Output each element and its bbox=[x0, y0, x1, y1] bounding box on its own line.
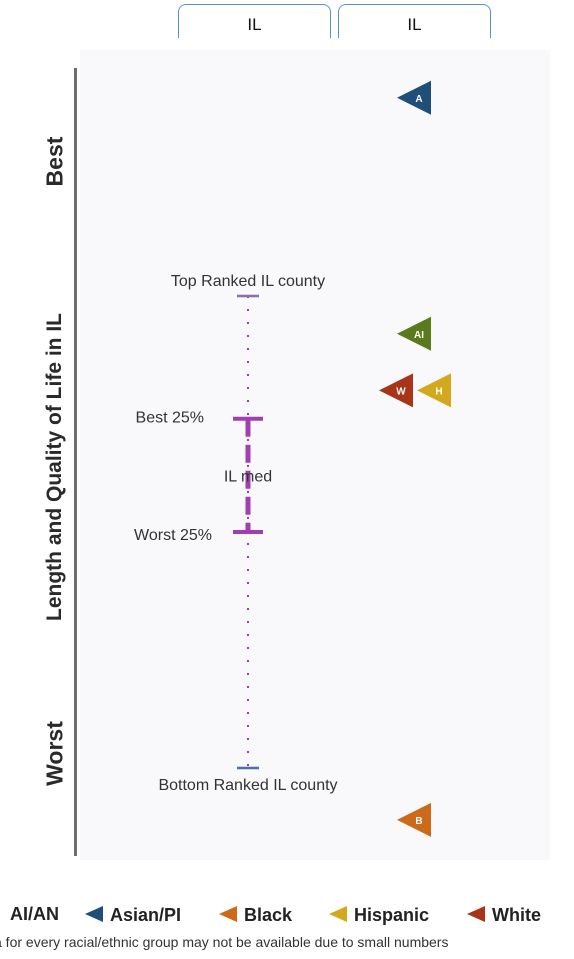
legend-item-ai-an: AI/AN bbox=[10, 904, 59, 925]
triangle-left-icon bbox=[219, 906, 237, 922]
legend-label: Black bbox=[244, 905, 293, 925]
marker-triangle bbox=[417, 373, 451, 408]
marker-triangle bbox=[397, 80, 431, 115]
group-markers: A AI H W B bbox=[379, 80, 451, 837]
bottom-ranked-label: Bottom Ranked IL county bbox=[158, 777, 337, 794]
reference-range: Top Ranked IL county Best 25% IL med Worst … bbox=[134, 273, 337, 794]
marker-label: B bbox=[415, 816, 422, 827]
worst25-label: Worst 25% bbox=[134, 527, 212, 544]
marker-w: W bbox=[379, 373, 413, 408]
marker-h: H bbox=[417, 373, 451, 408]
legend-label: Asian/PI bbox=[110, 905, 182, 925]
marker-label: AI bbox=[414, 330, 424, 341]
marker-triangle bbox=[397, 802, 431, 837]
plot-area bbox=[80, 50, 550, 860]
legend-item-asian-pi: Asian/PI bbox=[84, 904, 181, 926]
marker-triangle bbox=[379, 373, 413, 408]
top-ranked-label: Top Ranked IL county bbox=[171, 273, 325, 290]
tab-il-right[interactable]: IL bbox=[338, 4, 491, 38]
marker-a: A bbox=[397, 80, 431, 115]
legend-label: Hispanic bbox=[354, 905, 430, 925]
marker-label: W bbox=[396, 386, 406, 397]
marker-ai: AI bbox=[397, 316, 431, 351]
triangle-left-icon bbox=[329, 906, 347, 922]
legend-label: AI/AN bbox=[10, 904, 59, 924]
triangle-left-icon bbox=[85, 906, 103, 922]
legend-label: White bbox=[492, 905, 541, 925]
tab-il-left[interactable]: IL bbox=[178, 4, 331, 38]
marker-triangle bbox=[397, 316, 431, 351]
marker-b: B bbox=[397, 802, 431, 837]
median-label: IL med bbox=[224, 468, 272, 485]
marker-label: H bbox=[435, 386, 442, 397]
legend-item-white: White bbox=[466, 904, 541, 926]
legend: AI/AN Asian/PI Black Hispanic White bbox=[0, 900, 574, 930]
best25-label: Best 25% bbox=[136, 410, 204, 427]
chart-svg: Top Ranked IL county Best 25% IL med Worst … bbox=[134, 80, 451, 837]
y-axis-rule bbox=[74, 68, 77, 856]
legend-item-black: Black bbox=[218, 904, 292, 926]
triangle-left-icon bbox=[467, 906, 485, 922]
footnote: a for every racial/ethnic group may not … bbox=[0, 934, 449, 950]
marker-label: A bbox=[415, 94, 422, 105]
legend-item-hispanic: Hispanic bbox=[328, 904, 429, 926]
